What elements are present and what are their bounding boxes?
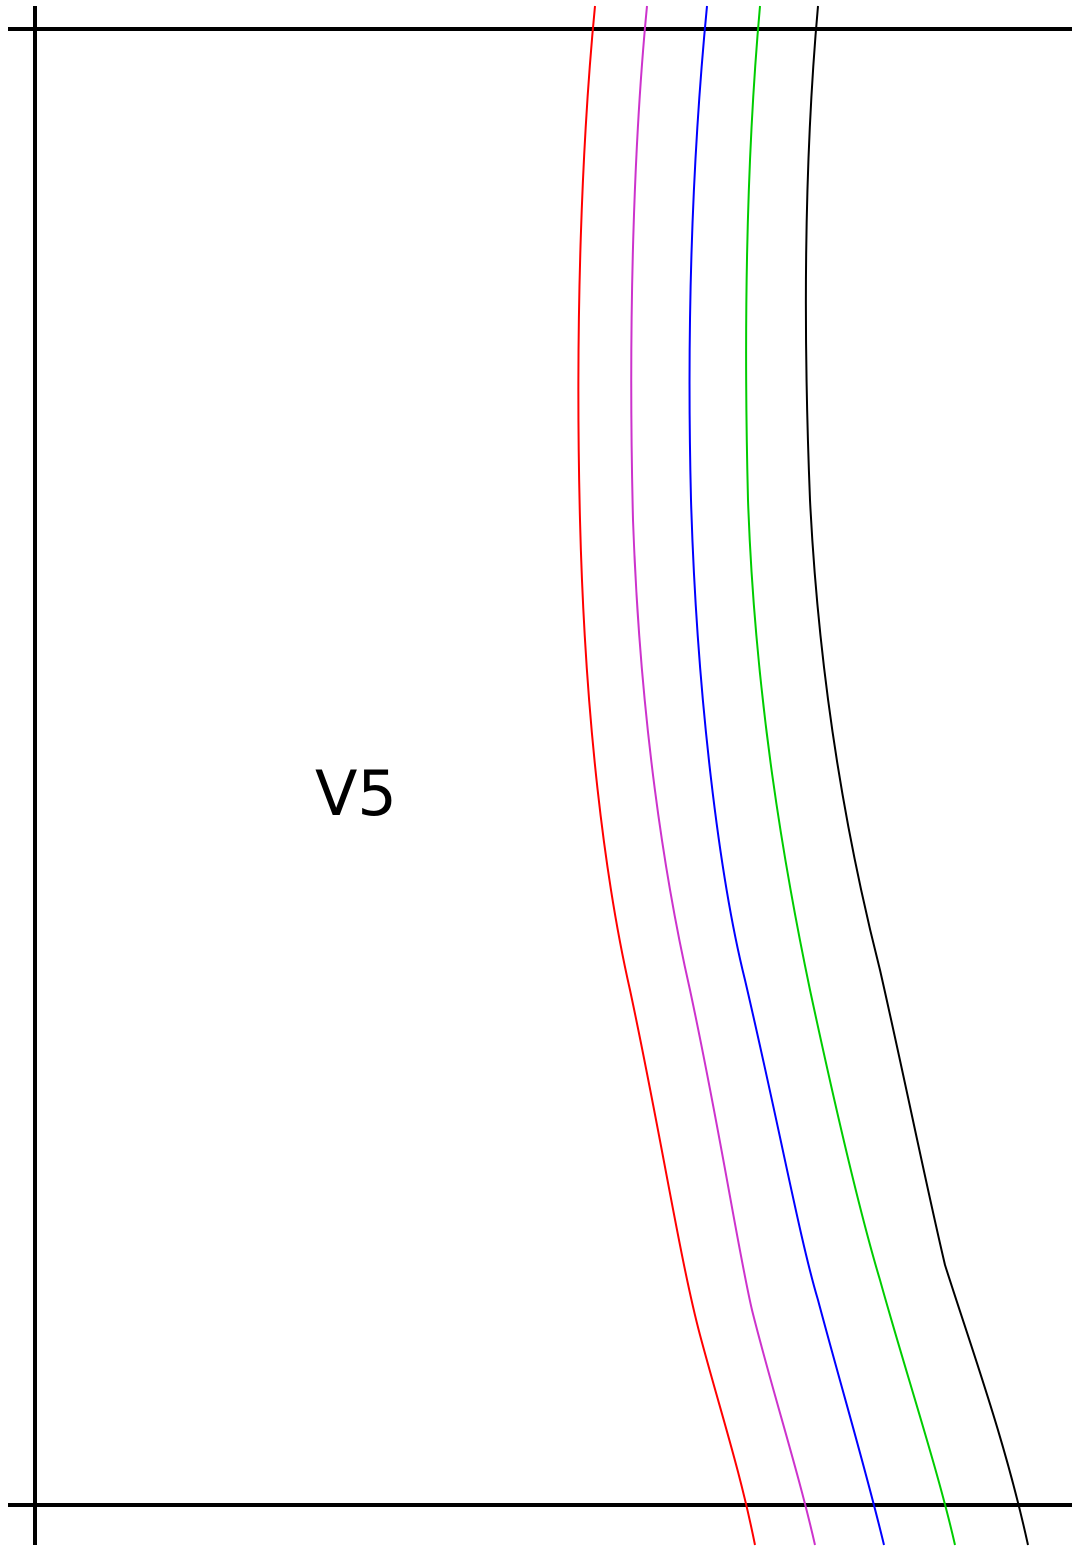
trace-magenta bbox=[630, 5, 816, 1546]
trace-blue bbox=[688, 5, 885, 1546]
lead-label: V5 bbox=[315, 757, 397, 830]
trace-red bbox=[577, 5, 756, 1546]
trace-black bbox=[804, 5, 1029, 1546]
trace-green bbox=[745, 5, 956, 1546]
